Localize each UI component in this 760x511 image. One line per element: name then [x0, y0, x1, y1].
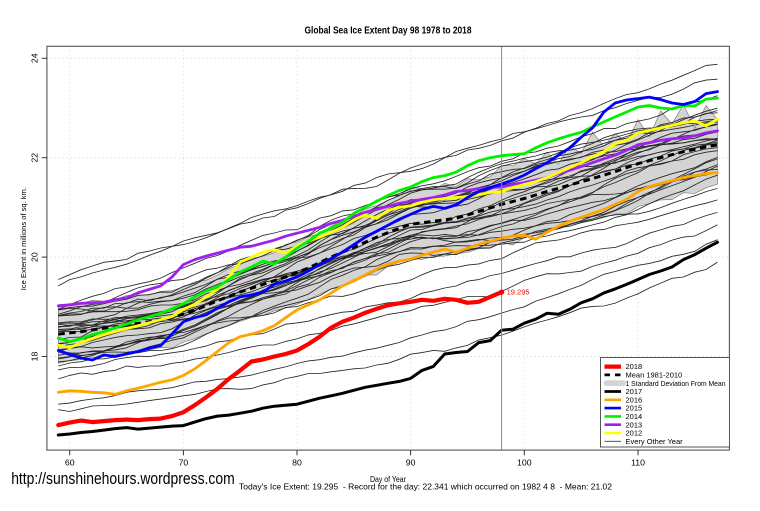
svg-text:2013: 2013 [626, 420, 643, 429]
svg-text:18: 18 [30, 352, 40, 362]
svg-text:24: 24 [30, 53, 40, 63]
svg-text:22: 22 [30, 153, 40, 163]
svg-text:Mean 1981-2010: Mean 1981-2010 [626, 371, 683, 380]
svg-text:1 Standard Deviation From Mean: 1 Standard Deviation From Mean [626, 379, 726, 388]
svg-text:2015: 2015 [626, 404, 643, 413]
svg-text:http://sunshinehours.wordpress: http://sunshinehours.wordpress.com [11, 469, 235, 488]
svg-text:2017: 2017 [626, 387, 643, 396]
svg-text:70: 70 [179, 458, 189, 468]
svg-text:Every Other Year: Every Other Year [626, 437, 684, 446]
svg-text:Today's Ice Extent: 19.295 -: Today's Ice Extent: 19.295 - Record for … [239, 483, 612, 492]
svg-text:2018: 2018 [626, 362, 643, 371]
svg-text:2016: 2016 [626, 395, 643, 404]
svg-text:Global Sea Ice Extent Day 98 1: Global Sea Ice Extent Day 98 1978 to 201… [305, 26, 472, 37]
svg-text:90: 90 [406, 458, 416, 468]
svg-text:19.295: 19.295 [507, 288, 530, 297]
svg-text:110: 110 [631, 458, 645, 468]
svg-text:Ice Extent in millions of sq.: Ice Extent in millions of sq. km. [19, 187, 28, 290]
svg-text:100: 100 [517, 458, 532, 468]
svg-text:Day of Year: Day of Year [370, 475, 406, 484]
svg-text:60: 60 [65, 458, 75, 468]
svg-text:80: 80 [292, 458, 302, 468]
svg-text:20: 20 [30, 252, 40, 262]
svg-text:2014: 2014 [626, 412, 643, 421]
svg-text:2012: 2012 [626, 429, 643, 438]
